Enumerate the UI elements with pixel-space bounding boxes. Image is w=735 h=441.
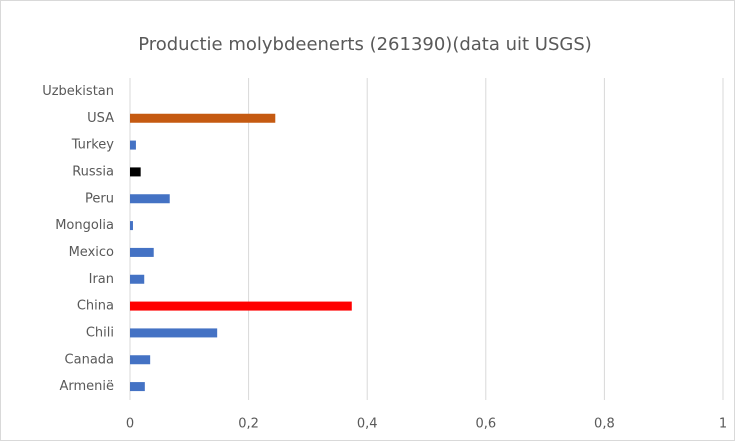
chart-title: Productie molybdeenerts (261390)(data ui… xyxy=(138,34,592,55)
x-tick-label: 0,2 xyxy=(238,417,259,432)
bar xyxy=(130,301,352,311)
y-tick-label: Iran xyxy=(89,272,114,287)
y-tick-label: Uzbekistan xyxy=(42,84,114,99)
bar xyxy=(130,382,145,392)
y-tick-label: Mongolia xyxy=(55,218,114,233)
y-tick-label: Peru xyxy=(85,191,114,206)
bar xyxy=(130,247,154,257)
x-tick-label: 0,6 xyxy=(475,417,496,432)
y-tick-label: Armenië xyxy=(59,379,114,394)
x-tick-label: 0,4 xyxy=(357,417,378,432)
bar xyxy=(130,274,145,284)
bar xyxy=(130,355,151,365)
bar xyxy=(130,140,136,150)
y-tick-label: Russia xyxy=(72,164,114,179)
bar xyxy=(130,194,170,204)
bar xyxy=(130,221,133,231)
y-tick-label: Chili xyxy=(86,325,114,340)
bar xyxy=(130,328,218,338)
x-tick-label: 0,8 xyxy=(594,417,615,432)
y-tick-label: Mexico xyxy=(69,245,114,260)
x-tick-label: 0 xyxy=(126,417,134,432)
bar xyxy=(130,167,141,177)
bar xyxy=(130,113,276,123)
x-tick-label: 1 xyxy=(719,417,727,432)
y-tick-label: USA xyxy=(87,111,114,126)
y-tick-label: China xyxy=(77,299,114,314)
y-tick-label: Turkey xyxy=(71,138,115,153)
y-tick-label: Canada xyxy=(65,352,114,367)
